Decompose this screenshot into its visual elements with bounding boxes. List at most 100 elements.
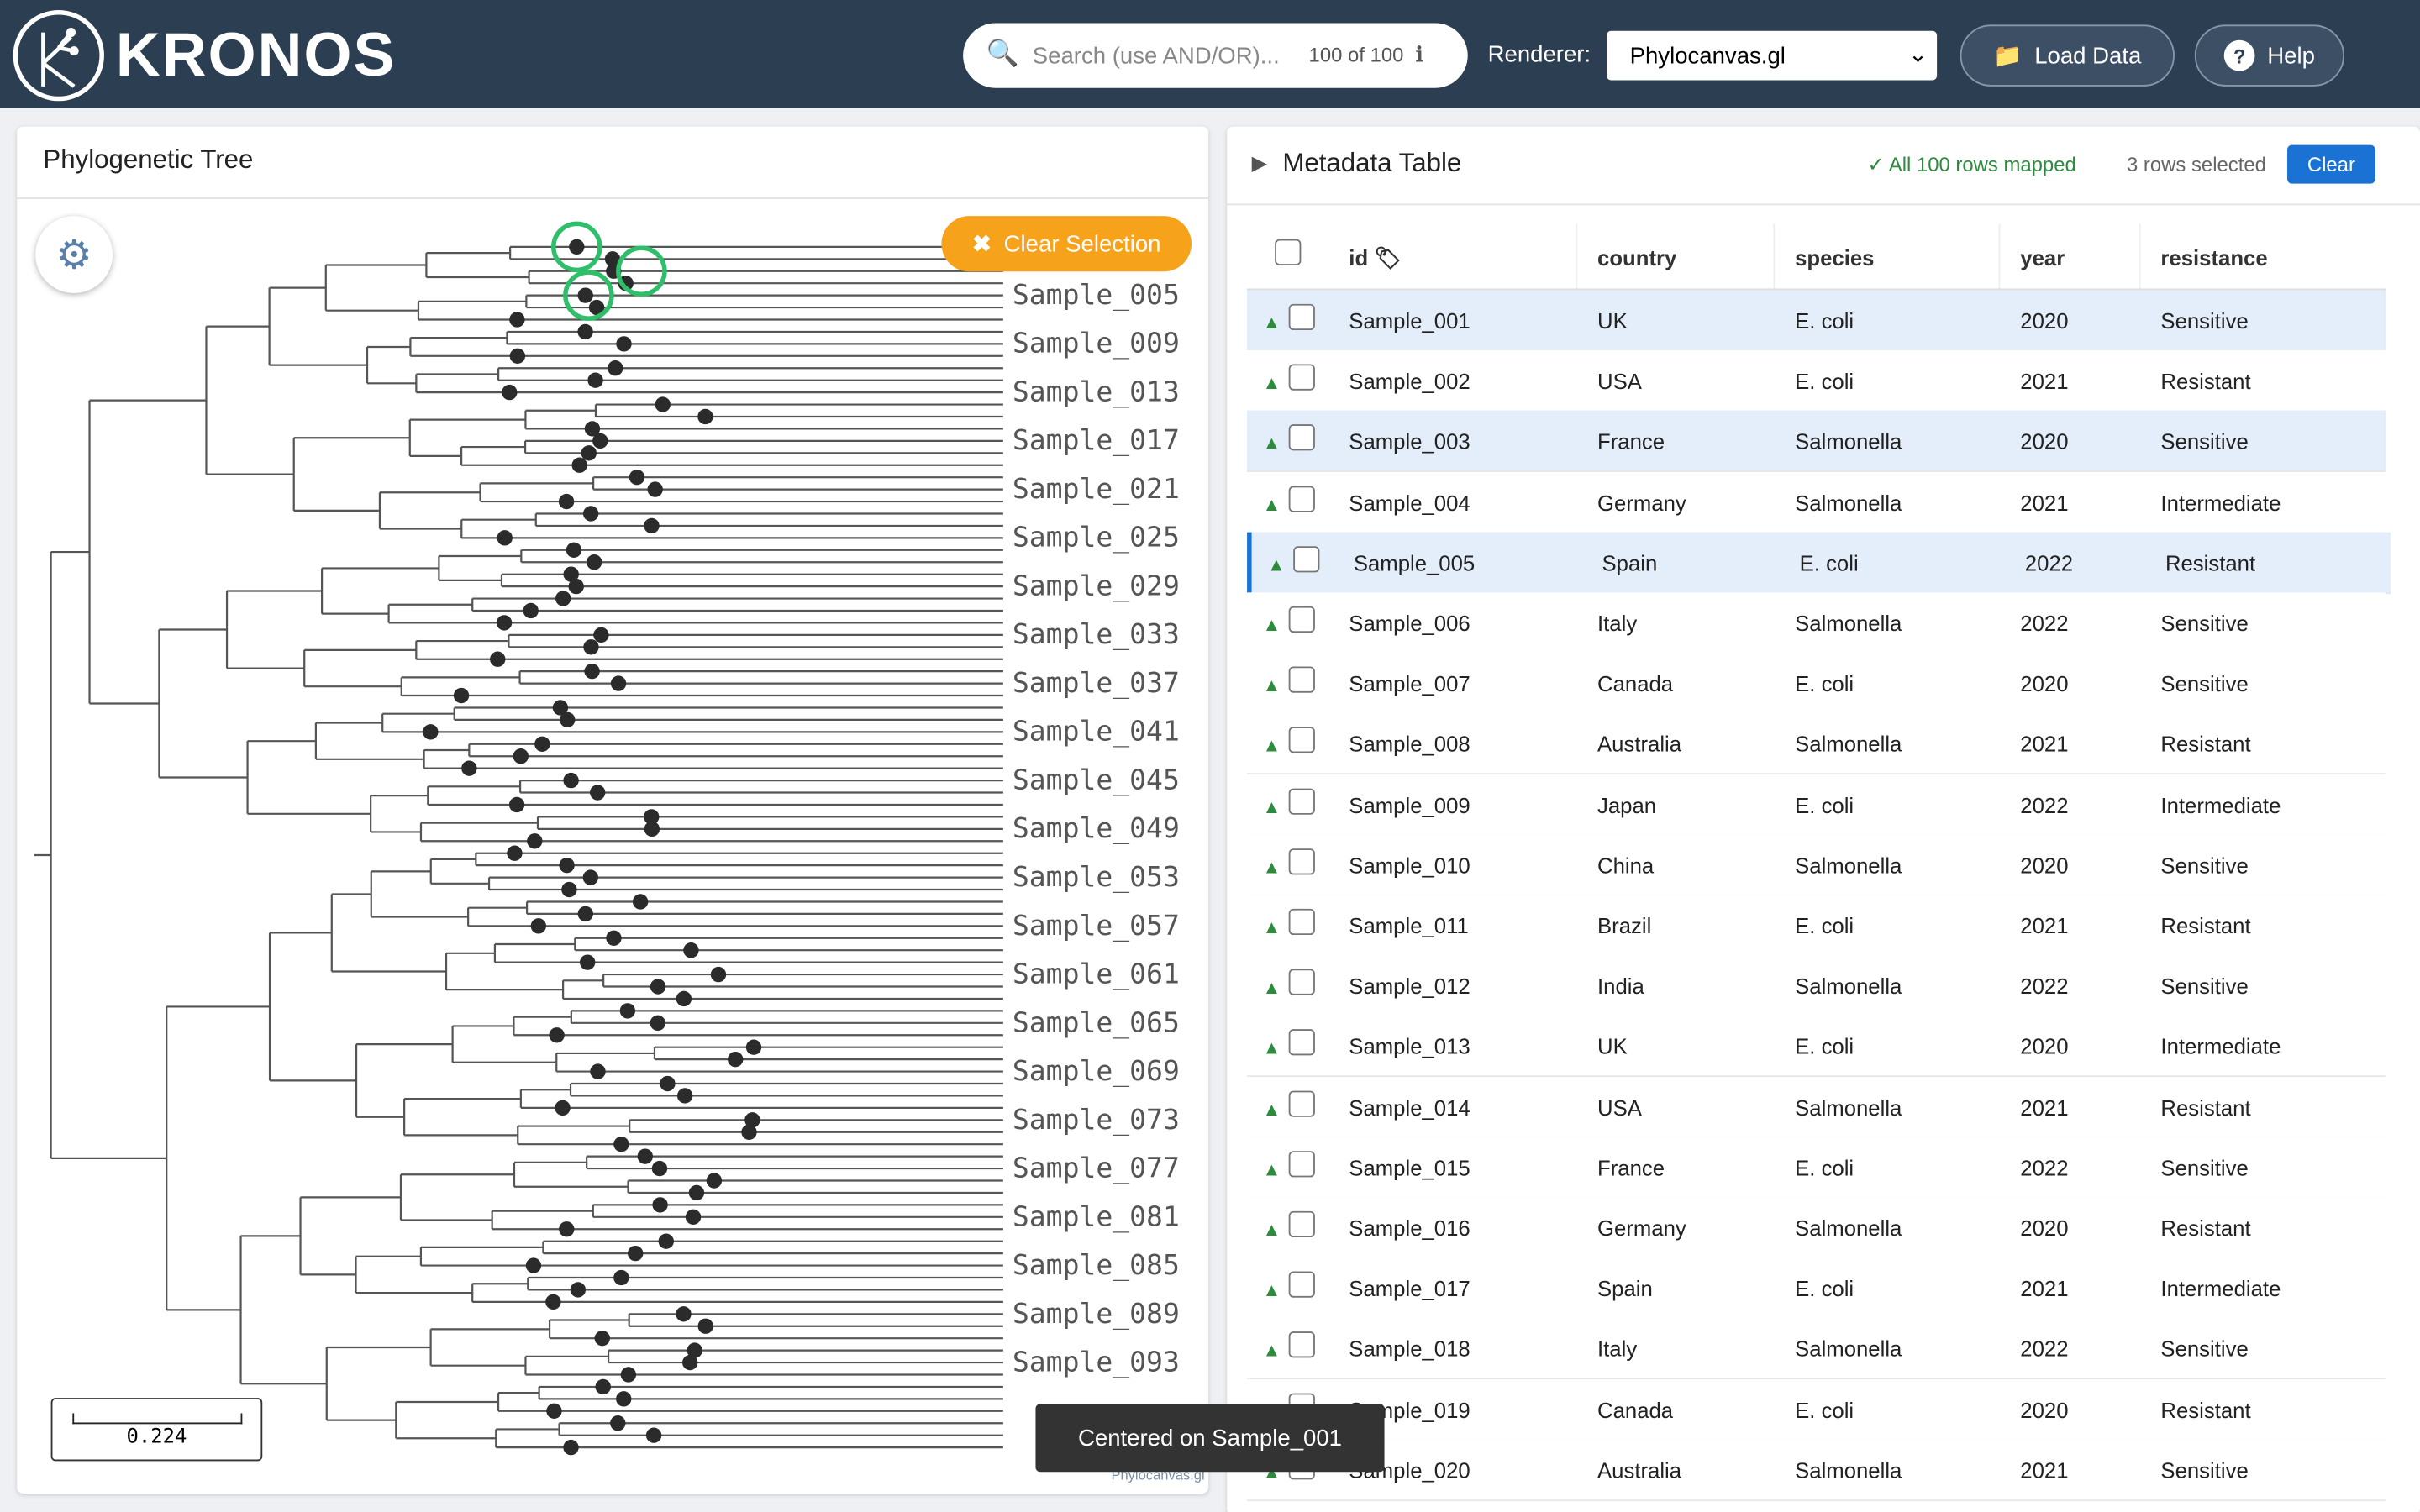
leaf-node xyxy=(658,1233,674,1249)
leaf-node xyxy=(676,1088,693,1104)
row-checkbox[interactable] xyxy=(1288,424,1315,452)
row-checkbox[interactable] xyxy=(1288,606,1315,633)
cell: 2021 xyxy=(2020,369,2069,394)
cell: Salmonella xyxy=(1795,853,1902,878)
tip-label: Sample_049 xyxy=(1013,811,1180,845)
row-checkbox[interactable] xyxy=(1288,485,1315,512)
row-checkbox[interactable] xyxy=(1288,364,1315,391)
branches xyxy=(34,245,1003,1449)
cell: Sample_011 xyxy=(1349,913,1469,938)
row-checkbox[interactable] xyxy=(1288,848,1315,875)
table-row: ▲ Sample_013 UK E. coli 2020 Intermediate xyxy=(1247,1016,2386,1078)
leaf-node xyxy=(555,591,571,606)
selected-node xyxy=(616,245,667,297)
leaf-node xyxy=(577,323,593,340)
leaf-node xyxy=(644,821,660,837)
cell: E. coli xyxy=(1799,550,1859,575)
cell: Sample_012 xyxy=(1349,974,1470,999)
search-box[interactable]: 🔍 Search (use AND/OR)... 100 of 100 ℹ xyxy=(963,23,1468,88)
cell: Salmonella xyxy=(1795,1336,1902,1362)
leaf-node xyxy=(613,1269,629,1286)
row-checkbox[interactable] xyxy=(1288,1150,1315,1178)
cell: 2020 xyxy=(2020,429,2069,454)
table-row: ▲ Sample_001 UK E. coli 2020 Sensitive xyxy=(1247,290,2386,352)
column-header: id 🏷 xyxy=(1349,245,1402,270)
row-checkbox[interactable] xyxy=(1288,1331,1315,1359)
leaf-node xyxy=(647,481,663,497)
leaf-node xyxy=(563,566,579,582)
cell: 2021 xyxy=(2020,1276,2069,1301)
table-row: ▲ Sample_016 Germany Salmonella 2020 Resistan… xyxy=(1247,1197,2386,1259)
row-checkbox[interactable] xyxy=(1288,727,1315,754)
clear-button[interactable]: Clear xyxy=(2287,144,2375,184)
tree-icon: ▲ xyxy=(1262,433,1281,454)
cell: Sample_010 xyxy=(1349,853,1470,878)
leaf-node xyxy=(651,1160,668,1177)
row-checkbox[interactable] xyxy=(1288,969,1315,996)
leaf-node xyxy=(579,954,596,970)
tip-label: Sample_093 xyxy=(1013,1346,1180,1379)
table-row: ▲ Sample_007 Canada E. coli 2020 Sensitive xyxy=(1247,653,2386,715)
leaf-node xyxy=(683,942,699,958)
leaf-node xyxy=(523,602,539,619)
select-all[interactable] xyxy=(1275,239,1302,265)
row-checkbox[interactable] xyxy=(1288,908,1315,936)
cell: Sensitive xyxy=(2160,429,2249,454)
leaf-node xyxy=(676,990,692,1007)
tip-label: Sample_069 xyxy=(1013,1054,1180,1088)
cell: Canada xyxy=(1597,671,1674,696)
cell: Salmonella xyxy=(1795,1095,1902,1120)
leaf-node xyxy=(545,1294,561,1310)
cell: 2020 xyxy=(2020,853,2069,878)
cell: E. coli xyxy=(1795,1276,1854,1301)
cell: Sample_015 xyxy=(1349,1155,1470,1180)
row-checkbox[interactable] xyxy=(1288,666,1315,694)
cell: Salmonella xyxy=(1795,490,1902,515)
leaf-node xyxy=(559,857,575,874)
tree-icon: ▲ xyxy=(1262,1098,1281,1120)
tree-icon: ▲ xyxy=(1262,1037,1281,1059)
help-button[interactable]: ? Help xyxy=(2194,24,2345,87)
row-checkbox[interactable] xyxy=(1288,1271,1315,1299)
cell: India xyxy=(1597,974,1644,999)
load-button[interactable]: 📁 Load Data xyxy=(1960,24,2175,87)
leaf-node xyxy=(513,748,529,764)
cell: Sample_016 xyxy=(1349,1215,1470,1241)
settings-button[interactable]: ⚙ xyxy=(35,216,113,293)
tip-label: Sample_013 xyxy=(1013,375,1180,408)
leaf-node xyxy=(616,1391,632,1407)
cell: 2022 xyxy=(2020,1336,2069,1362)
table-row: ▲ Sample_006 Italy Salmonella 2022 Sensitive xyxy=(1247,592,2386,654)
cell: Sample_001 xyxy=(1349,308,1470,333)
tree-icon: ▲ xyxy=(1262,916,1281,938)
clear-selection-button[interactable]: ✖ Clear Selection xyxy=(941,216,1192,272)
row-checkbox[interactable] xyxy=(1288,787,1315,815)
renderer-select[interactable]: Phylocanvas.gl ⌄ xyxy=(1607,30,1938,81)
row-checkbox[interactable] xyxy=(1288,303,1315,331)
leaf-node xyxy=(490,651,506,667)
tree-title: Phylogenetic Tree xyxy=(43,144,254,175)
leaf-node xyxy=(549,1027,565,1043)
tree-icon: ▲ xyxy=(1262,674,1281,696)
leaf-node xyxy=(577,287,593,303)
leaf-node xyxy=(423,724,439,740)
leaf-node xyxy=(508,796,525,813)
leaf-node xyxy=(571,457,587,473)
cell: 2022 xyxy=(2020,792,2069,817)
row-checkbox[interactable] xyxy=(1288,1089,1315,1117)
row-checkbox[interactable] xyxy=(1293,545,1320,573)
tip-label: Sample_037 xyxy=(1013,666,1180,700)
row-checkbox[interactable] xyxy=(1288,1210,1315,1238)
cell: Italy xyxy=(1597,611,1638,636)
cell: 2020 xyxy=(2020,671,2069,696)
leaf-node xyxy=(606,930,622,946)
cell: Australia xyxy=(1597,1457,1682,1483)
cell: Sensitive xyxy=(2160,308,2249,333)
help-label: Help xyxy=(2267,42,2315,69)
row-checkbox[interactable] xyxy=(1288,1029,1315,1057)
tip-label: Sample_077 xyxy=(1013,1152,1180,1185)
tip-label: Sample_021 xyxy=(1013,472,1180,506)
tip-label: Sample_073 xyxy=(1013,1103,1180,1137)
